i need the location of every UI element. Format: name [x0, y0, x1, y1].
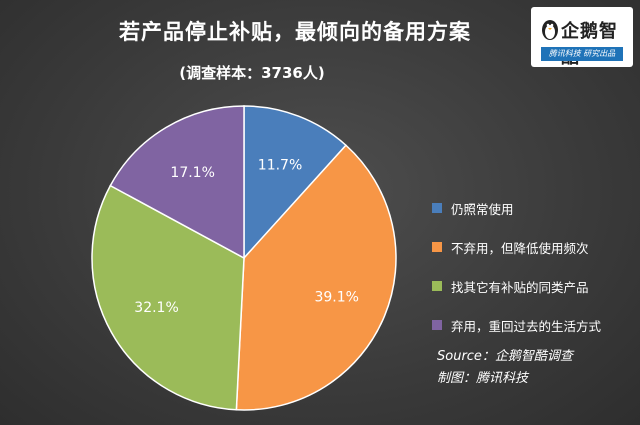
penguin-icon — [542, 20, 558, 40]
chart-legend: 仍照常使用不弃用，但降低使用频次 找其它有补贴的同类产品 弃用，重回过去的生活方式 — [432, 195, 601, 351]
source-line: Source：企鹅智酷调查 — [437, 349, 573, 364]
legend-item: 找其它有补贴的同类产品 — [432, 273, 601, 299]
legend-label: 弃用，重回过去的生活方式 — [451, 318, 602, 334]
chart-title: 若产品停止补贴，最倾向的备用方案 — [119, 20, 471, 44]
brand-logo: 企鹅智酷 腾讯科技 研究出品 — [531, 7, 633, 68]
slice-value-label: 39.1% — [314, 289, 358, 305]
chart-subtitle: (调查样本：3736人) — [179, 64, 325, 82]
legend-item: 不弃用，但降低使用频次 — [432, 234, 601, 260]
slice-value-label: 11.7% — [258, 157, 302, 173]
slice-value-label: 17.1% — [170, 165, 214, 181]
legend-label: 不弃用，但降低使用频次 — [451, 240, 589, 256]
legend-item: 弃用，重回过去的生活方式 — [432, 312, 601, 338]
legend-swatch — [432, 203, 442, 213]
source-note: Source：企鹅智酷调查 制图：腾讯科技 — [437, 346, 573, 390]
legend-swatch — [432, 242, 442, 252]
pie-slice-2 — [235, 144, 397, 411]
logo-tagline: 腾讯科技 研究出品 — [541, 47, 623, 61]
legend-label: 找其它有补贴的同类产品 — [451, 279, 589, 295]
legend-label: 仍照常使用 — [451, 201, 514, 217]
legend-item: 仍照常使用 — [432, 195, 601, 221]
slice-value-label: 32.1% — [134, 300, 178, 316]
legend-swatch — [432, 281, 442, 291]
pie-slice-1 — [243, 105, 348, 260]
legend-swatch — [432, 320, 442, 330]
pie-slice-3 — [91, 184, 245, 411]
credit-line: 制图：腾讯科技 — [437, 371, 529, 386]
pie-slice-4 — [109, 105, 245, 260]
